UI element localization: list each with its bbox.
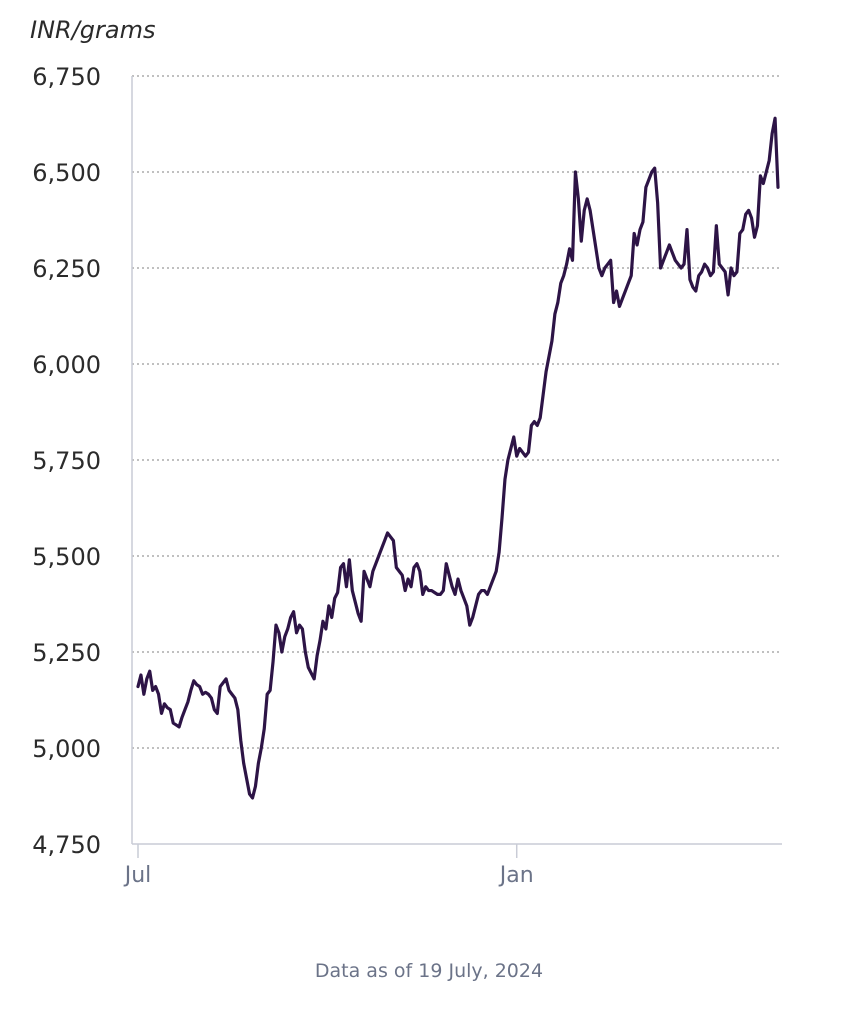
y-tick-label: 5,750 bbox=[32, 447, 101, 475]
y-tick-label: 6,000 bbox=[32, 351, 101, 379]
y-tick-label: 6,750 bbox=[32, 63, 101, 91]
y-tick-label: 6,500 bbox=[32, 159, 101, 187]
x-tick-label: Jan bbox=[498, 863, 534, 888]
data-date-note: Data as of 19 July, 2024 bbox=[314, 960, 544, 982]
x-axis: JulJanJul bbox=[123, 843, 782, 888]
y-tick-label: 4,750 bbox=[32, 831, 101, 859]
y-tick-label: 6,250 bbox=[32, 255, 101, 283]
x-tick-label: Jul bbox=[123, 863, 152, 888]
gridlines bbox=[132, 75, 782, 749]
y-tick-label: 5,000 bbox=[32, 735, 101, 763]
y-tick-label: 5,500 bbox=[32, 543, 101, 571]
y-tick-label: 5,250 bbox=[32, 639, 101, 667]
y-unit-label: INR/grams bbox=[30, 16, 155, 44]
series-group bbox=[136, 116, 780, 800]
y-axis: 4,750 5,000 5,250 5,500 5,750 6,000 6,250 6,500… bbox=[32, 63, 133, 859]
price-series-line bbox=[136, 116, 780, 800]
